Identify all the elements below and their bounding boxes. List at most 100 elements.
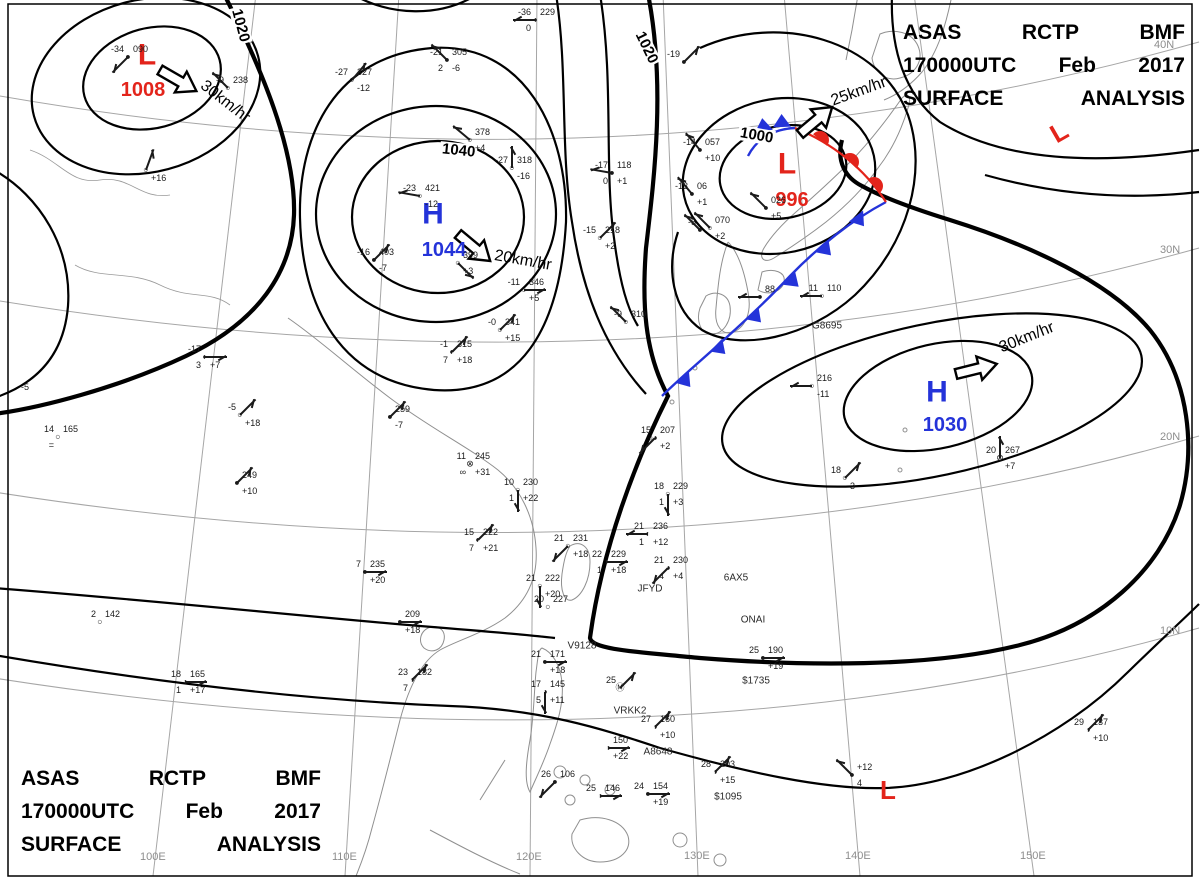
wind-barb-icon	[600, 795, 622, 797]
station-value: +10	[1093, 733, 1109, 743]
station-value: ∞	[459, 467, 466, 477]
station-value: +22	[523, 493, 539, 503]
station-symbol: ○	[55, 431, 61, 442]
station-value: 28	[700, 759, 711, 769]
station-value: -36	[517, 7, 531, 17]
station-value: 3	[850, 481, 856, 491]
high-center-mark: H	[422, 197, 444, 231]
wind-barb-icon	[667, 494, 669, 516]
title-word: ASAS	[21, 767, 80, 790]
station-value: 070	[715, 215, 731, 225]
wind-barb-icon	[544, 692, 546, 714]
station-value: +15	[505, 333, 521, 343]
title-line: SURFACE ANALYSIS	[21, 828, 321, 861]
station-value: -7	[379, 263, 388, 273]
station-value: 21	[633, 521, 644, 531]
station-value: +18	[611, 565, 627, 575]
station-symbol: ◑	[532, 14, 538, 25]
station-value: +1	[697, 197, 708, 207]
station-value: 1	[596, 565, 602, 575]
longitude-label: 130E	[684, 850, 710, 862]
station-value: -13	[674, 181, 688, 191]
title-word: BMF	[275, 767, 322, 790]
title-word: RCTP	[148, 767, 207, 790]
station-value: 17	[530, 679, 541, 689]
arrow-icon	[155, 64, 199, 94]
station-value: 2	[90, 609, 96, 619]
station-value: 229	[611, 549, 627, 559]
station-symbol: ○	[97, 616, 103, 627]
station-value: 142	[105, 609, 121, 619]
station-value: 327	[357, 67, 373, 77]
pressure-value-label: 1030	[922, 414, 968, 436]
station-value: +10	[242, 486, 258, 496]
ship-callsign-label: 6AX5	[723, 572, 749, 584]
station-value: 25	[605, 675, 616, 685]
station-value: +1	[617, 176, 628, 186]
station-value: 11	[808, 283, 818, 293]
station-value: -11	[817, 389, 830, 399]
station-value: 21	[653, 555, 664, 565]
title-word: 170000UTC	[903, 54, 1017, 77]
station-symbol: ⊗	[466, 458, 474, 469]
wind-barb-icon	[365, 571, 387, 573]
station-value: +18	[245, 418, 261, 428]
station-value: 20	[985, 445, 996, 455]
wind-barb-icon	[524, 289, 546, 291]
station-value: 207	[660, 425, 676, 435]
low-center-mark: L	[137, 38, 157, 72]
station-value: +17	[190, 685, 206, 695]
wind-barb-icon	[608, 747, 630, 749]
wind-barb-icon	[800, 295, 822, 297]
station-value: 1	[175, 685, 181, 695]
station-value: 1	[508, 493, 514, 503]
station-value: 227	[553, 594, 569, 604]
station-value: 4	[857, 778, 863, 788]
station-value: -27	[334, 67, 348, 77]
station-value: +18	[457, 355, 473, 365]
wind-barb-icon	[626, 533, 648, 535]
longitude-label: 110E	[332, 851, 357, 863]
station-value: -7	[395, 420, 404, 430]
station-value: 10	[503, 477, 514, 487]
station-value: 106	[560, 769, 576, 779]
latitude-label: 20N	[1160, 431, 1181, 443]
station-value: 230	[523, 477, 539, 487]
station-value: 21	[530, 649, 541, 659]
station-value: -17	[187, 344, 201, 354]
station-value: +20	[545, 589, 561, 599]
longitude-label: 120E	[516, 851, 542, 863]
station-value: -5	[20, 382, 29, 392]
station-value: +22	[613, 751, 629, 761]
station-value: 267	[1005, 445, 1021, 455]
latitude-label: 10N	[1160, 625, 1181, 637]
station-symbol: ○	[819, 290, 825, 301]
station-value: 190	[768, 645, 784, 655]
arrow-icon	[795, 105, 834, 140]
station-symbol: ○	[809, 380, 815, 391]
station-value: -16	[517, 171, 531, 181]
arrow-icon	[453, 228, 492, 263]
station-value: 4	[658, 571, 664, 581]
station-value: 110	[827, 283, 842, 293]
title-word: BMF	[1139, 21, 1186, 44]
station-value: 25	[585, 783, 596, 793]
high-center-mark: H	[926, 375, 948, 409]
station-value: 15	[640, 425, 651, 435]
station-value: 154	[653, 781, 669, 791]
ship-callsign-label: ONAI	[740, 614, 766, 626]
station-value: -15	[582, 225, 596, 235]
station-value: 7	[402, 683, 408, 693]
station-value: -1	[439, 339, 448, 349]
station-value: -12	[357, 83, 371, 93]
station-value: 378	[475, 127, 491, 137]
station-value: 88	[765, 284, 776, 294]
station-value: -23	[402, 183, 416, 193]
ship-callsign-label: $1735	[742, 675, 770, 687]
station-value: 18	[830, 465, 841, 475]
warm-front	[794, 126, 887, 203]
title-line: 170000UTC Feb 2017	[903, 49, 1185, 82]
station-value: +10	[705, 153, 721, 163]
station-value: 057	[705, 137, 721, 147]
station-value: +10	[660, 730, 676, 740]
